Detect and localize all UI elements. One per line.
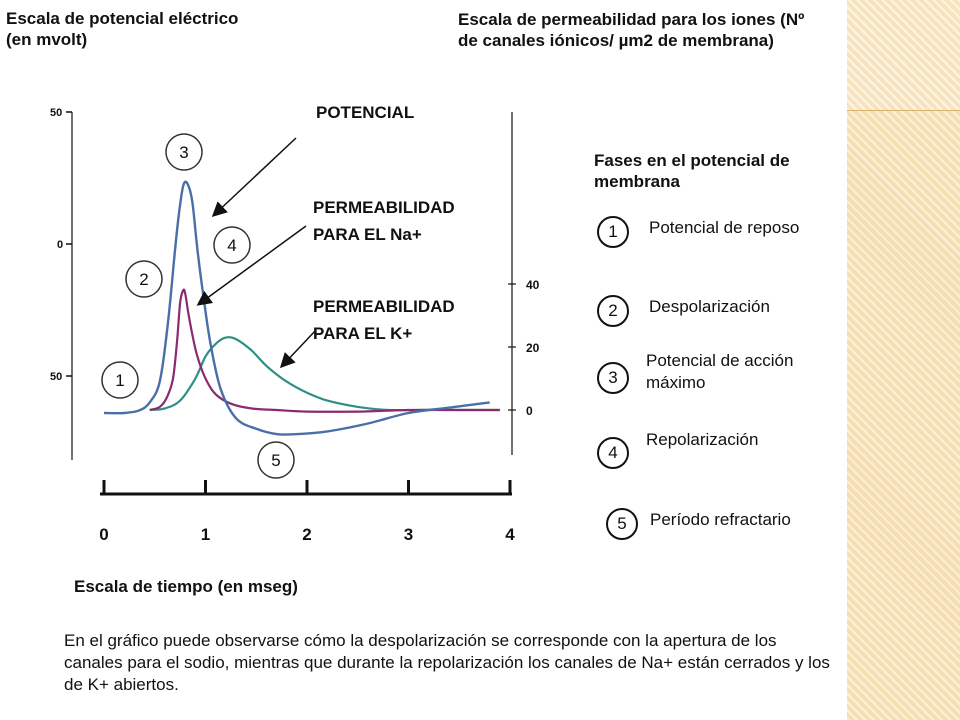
phase-number-1: 1	[597, 216, 629, 248]
x-tick-label-3: 3	[404, 525, 413, 544]
y-left-tick-label-top: 50	[50, 107, 62, 119]
x-tick-label-1: 1	[201, 525, 210, 544]
annotation-perm-na-line2: PARA EL Na+	[313, 225, 422, 244]
y-left-tick-label-mid: 0	[57, 239, 63, 251]
series-potential-line	[103, 180, 490, 436]
phase-label-4: Repolarización	[646, 430, 759, 449]
y-right-tick-label-0: 0	[526, 404, 533, 418]
chart-marker-3-label: 3	[179, 143, 188, 162]
annotation-perm-k-line1: PERMEABILIDAD	[313, 297, 455, 316]
x-tick-label-0: 0	[99, 525, 108, 544]
annotation-potencial: POTENCIAL	[316, 103, 414, 122]
arrow-potencial	[211, 137, 297, 218]
phase-number-4: 4	[597, 437, 629, 469]
phase-number-3: 3	[597, 362, 629, 394]
chart-marker-2: 2	[125, 260, 163, 298]
phase-item-3: 3 Potencial de acción máximo	[597, 350, 846, 394]
chart-marker-4-label: 4	[227, 236, 236, 255]
decorative-side-panel-top	[847, 0, 960, 111]
y-right-axis-title: Escala de permeabilidad para los iones (…	[458, 10, 805, 50]
caption-text: En el gráfico puede observarse cómo la d…	[64, 631, 830, 694]
y-left-tick-label-bottom: 50	[50, 371, 62, 383]
series-sodium-line	[149, 288, 500, 413]
phases-legend-title: Fases en el potencial de membrana	[594, 151, 790, 191]
x-axis-title: Escala de tiempo (en mseg)	[74, 577, 298, 596]
chart-marker-1-label: 1	[115, 371, 124, 390]
phase-item-2: 2 Despolarización	[597, 295, 849, 327]
annotation-perm-na-line1: PERMEABILIDAD	[313, 198, 455, 217]
chart-marker-5-label: 5	[271, 451, 280, 470]
phase-label-1: Potencial de reposo	[649, 218, 800, 237]
arrow-perm-na	[196, 225, 307, 306]
phase-item-1: 1 Potencial de reposo	[597, 216, 849, 248]
y-right-tick-label-40: 40	[526, 278, 540, 292]
chart-marker-3: 3	[165, 133, 203, 171]
x-tick-label-2: 2	[302, 525, 311, 544]
arrow-perm-k	[279, 329, 317, 369]
chart-marker-5: 5	[257, 441, 295, 479]
chart-marker-2-label: 2	[139, 270, 148, 289]
decorative-side-panel	[847, 0, 960, 720]
x-tick-label-4: 4	[505, 525, 515, 544]
phase-label-3: Potencial de acción máximo	[646, 351, 794, 392]
annotation-perm-k-line2: PARA EL K+	[313, 324, 412, 343]
phase-label-5: Período refractario	[650, 510, 791, 529]
phase-item-5: 5 Período refractario	[597, 508, 850, 540]
y-right-tick-label-20: 20	[526, 341, 540, 355]
phase-label-2: Despolarización	[649, 297, 770, 316]
chart-marker-4: 4	[213, 226, 251, 264]
phase-item-4: 4 Repolarización	[597, 429, 846, 469]
phase-number-5: 5	[606, 508, 638, 540]
y-left-axis-title: Escala de potencial eléctrico (en mvolt)	[6, 9, 239, 49]
phase-number-2: 2	[597, 295, 629, 327]
chart-marker-1: 1	[101, 361, 139, 399]
